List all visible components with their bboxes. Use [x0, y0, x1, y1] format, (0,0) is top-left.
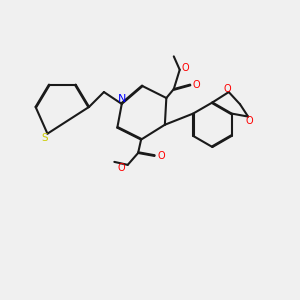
Text: N: N	[118, 94, 126, 104]
Text: O: O	[224, 84, 231, 94]
Text: O: O	[246, 116, 254, 126]
Text: O: O	[181, 63, 189, 73]
Text: O: O	[193, 80, 200, 90]
Text: S: S	[42, 133, 48, 143]
Text: O: O	[117, 163, 125, 173]
Text: O: O	[157, 151, 165, 161]
